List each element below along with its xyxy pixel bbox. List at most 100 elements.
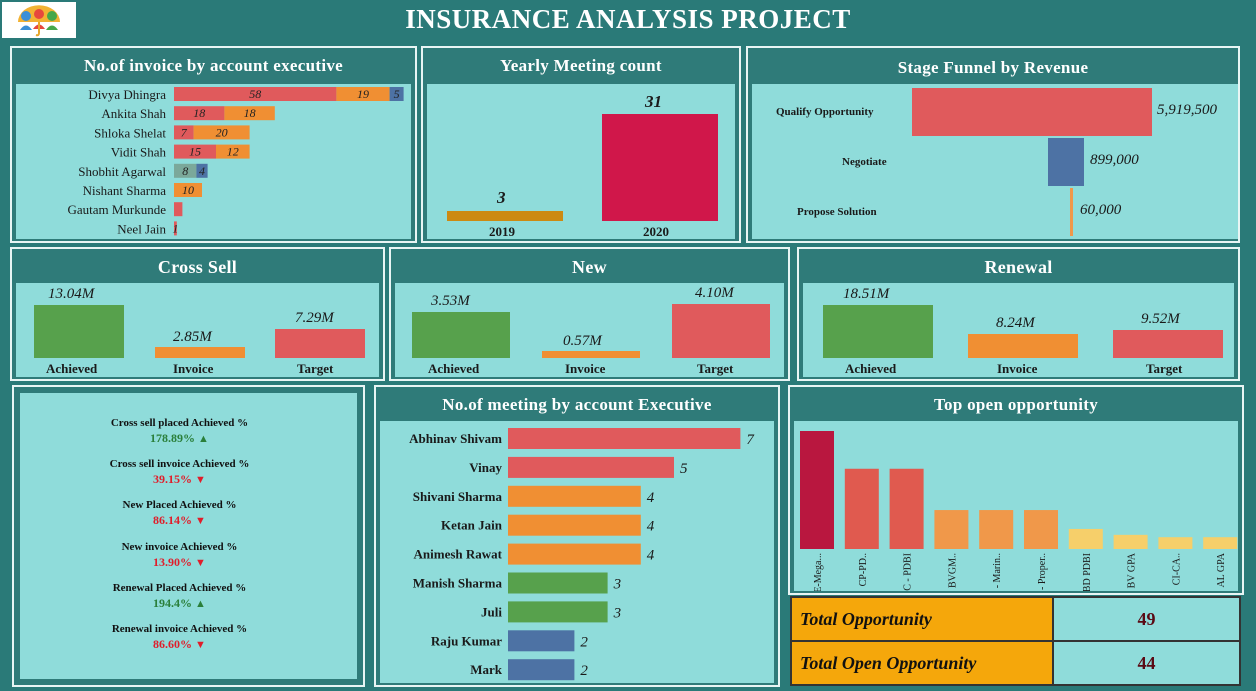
stage-label: Qualify Opportunity (776, 106, 874, 118)
chart-area: 3.53M 0.57M 4.10M Achieved Invoice Targe… (395, 283, 784, 377)
invoice-bar-label: 58 (249, 87, 261, 101)
panel-title: No.of invoice by account executive (83, 56, 343, 75)
x-label: Target (697, 361, 734, 376)
opportunity-bar (844, 468, 879, 549)
opportunity-label: AL GPA (1216, 552, 1227, 587)
executive-label: Shobhit Agarwal (78, 164, 166, 179)
kpi-value: 86.14% ▼ (153, 513, 206, 528)
executive-label: Ankita Shah (101, 106, 166, 121)
invoice-bar (542, 351, 640, 358)
invoice-bar (389, 87, 404, 101)
page-title: INSURANCE ANALYSIS PROJECT (405, 4, 851, 34)
meeting-bar (508, 485, 641, 507)
meeting-value: 4 (647, 490, 655, 506)
meeting-bar (508, 572, 608, 594)
kpi-panel: Cross sell placed Achieved % 178.89% ▲ Cro… (12, 385, 365, 687)
executive-label: Neel Jain (117, 221, 166, 236)
panel-title: Top open opportunity (933, 395, 1099, 414)
meeting-bar-chart: Abhinav Shivam 7 Vinay 5 Shivani Sharma 4 Keta… (409, 428, 755, 681)
funnel-bar-qualify (912, 88, 1152, 136)
top-opportunity-chart: BE-Mega... CP-PD.. BC - PDBI BVGM.. BL - Mar… (800, 431, 1238, 603)
opportunity-label: CP-PD.. (858, 553, 869, 586)
panel-title: Yearly Meeting count (500, 56, 662, 75)
x-label: Invoice (565, 361, 606, 376)
chart-area: 3 2019 31 2020 (427, 84, 735, 239)
bar-2019 (447, 211, 563, 221)
chart-area: Qualify Opportunity 5,919,500 Negotiate … (752, 84, 1238, 239)
executive-label: Mark (470, 662, 503, 677)
invoice-by-executive-panel: No.of invoice by account executive Divya… (10, 46, 417, 243)
invoice-bar (174, 87, 337, 101)
trend-down-icon: ▼ (195, 474, 206, 487)
invoice-bar (174, 163, 197, 178)
invoice-bar-label: 18 (244, 106, 256, 120)
opportunity-label: CI-CA.. (1171, 553, 1182, 585)
trend-down-icon: ▼ (195, 639, 206, 651)
x-label: 2019 (489, 224, 515, 239)
total-opportunity-value-box: 49 (1052, 596, 1241, 642)
executive-label: Gautam Murkunde (67, 202, 166, 217)
executive-label: Animesh Rawat (414, 547, 503, 562)
invoice-bar-label: 15 (189, 145, 201, 159)
meeting-value: 5 (680, 461, 688, 477)
invoice-bar-label: 19 (357, 87, 369, 101)
kpi-value: 13.90% ▼ (153, 554, 206, 569)
invoice-bar-label: 4 (199, 164, 205, 178)
invoice-bar (155, 347, 245, 358)
invoice-bar (174, 183, 202, 197)
target-value: 9.52M (1141, 311, 1180, 327)
x-label: Achieved (845, 361, 897, 376)
total-opportunity-label: Total Opportunity (800, 609, 932, 629)
meeting-bar (508, 601, 608, 623)
meeting-bar (508, 543, 641, 565)
opportunity-label: BV GPA (1127, 552, 1138, 588)
opportunity-bar (979, 510, 1014, 549)
executive-label: Manish Sharma (413, 576, 503, 591)
kpi-label: Renewal Placed Achieved % (112, 581, 247, 594)
renewal-panel: Renewal 18.51M 8.24M 9.52M Achieved Invo… (797, 247, 1240, 381)
opportunity-label: BVGM.. (947, 553, 958, 588)
invoice-bar-label: 1 (172, 221, 178, 235)
invoice-bar (968, 334, 1078, 358)
target-bar (275, 329, 365, 358)
opportunity-bar (800, 431, 834, 549)
executive-label: Divya Dhingra (88, 87, 166, 102)
x-label: Achieved (428, 361, 480, 376)
invoice-bar (193, 125, 250, 140)
meeting-bar (508, 456, 674, 478)
funnel-bar-propose (1070, 188, 1073, 236)
invoice-value: 8.24M (996, 315, 1035, 331)
kpi-value: 39.15% ▼ (153, 472, 206, 487)
panel-title: Cross Sell (157, 257, 238, 277)
bar-2020 (602, 114, 718, 221)
kpi-value: 178.89% ▲ (150, 431, 209, 445)
opportunity-bar (1203, 537, 1238, 549)
meeting-bar (508, 630, 575, 652)
kpi-list: Cross sell placed Achieved % 178.89% ▲ Cro… (20, 393, 357, 679)
kpi-label: New Placed Achieved % (122, 499, 237, 512)
invoice-bar-label: 8 (182, 164, 188, 178)
kpi-label: Cross sell invoice Achieved % (109, 458, 250, 471)
invoice-bar-label: 10 (182, 183, 194, 197)
panel-title: No.of meeting by account Executive (442, 395, 712, 414)
total-opportunity-label-box: Total Opportunity (790, 596, 1054, 642)
kpi-label: New invoice Achieved % (121, 540, 238, 553)
opportunity-bar (1158, 537, 1193, 549)
chart-area: BE-Mega... CP-PD.. BC - PDBI BVGM.. BL - Mar… (794, 421, 1238, 603)
kpi-value: 194.4% ▲ (153, 595, 206, 610)
executive-label: Shloka Shelat (94, 125, 166, 140)
chart-area: 13.04M 2.85M 7.29M Achieved Invoice Targ… (16, 283, 379, 377)
cross-sell-panel: Cross Sell 13.04M 2.85M 7.29M Achieved I… (10, 247, 385, 381)
stage-value: 899,000 (1090, 152, 1139, 168)
invoice-bar (336, 87, 390, 101)
x-label: Invoice (173, 361, 214, 376)
total-open-opportunity-label-box: Total Open Opportunity (790, 640, 1054, 686)
bar-label: 31 (645, 92, 662, 111)
meeting-bar (508, 428, 741, 449)
opportunity-bar (1024, 510, 1058, 549)
panel-title: Renewal (984, 257, 1053, 277)
executive-label: Ketan Jain (441, 518, 503, 533)
invoice-bar (174, 144, 216, 159)
opportunity-bar (1113, 534, 1148, 549)
